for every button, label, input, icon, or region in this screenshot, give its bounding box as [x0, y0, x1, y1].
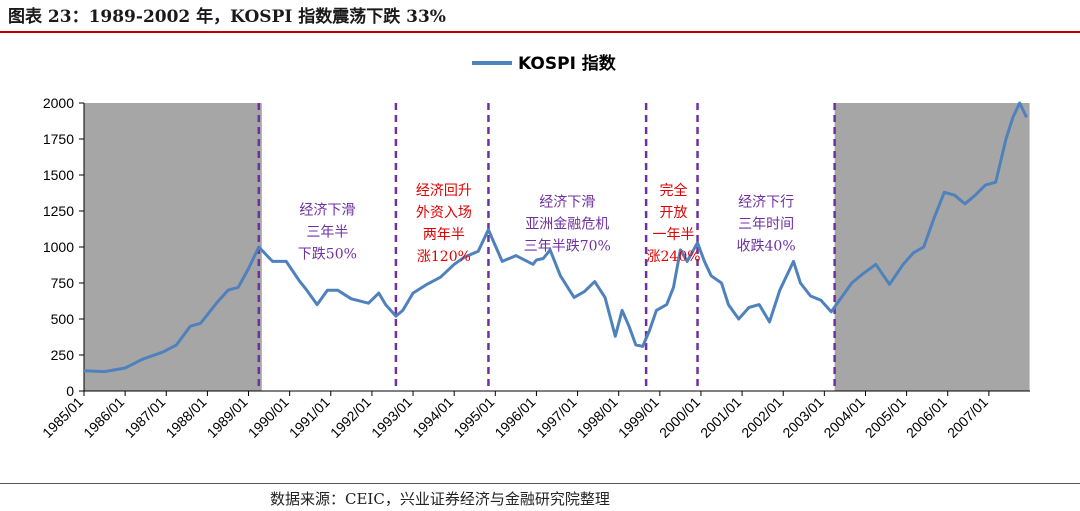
y-tick-label: 2000: [43, 95, 74, 111]
legend-label: KOSPI 指数: [518, 53, 617, 74]
annotation-5-line: 三年时间: [738, 217, 794, 233]
annotation-2-line: 经济回升: [416, 183, 472, 199]
y-tick-label: 1250: [43, 203, 74, 219]
x-tick-label: 2005/01: [862, 394, 909, 441]
annotation-4-line: 开放: [660, 205, 688, 221]
x-tick-label: 1999/01: [615, 394, 662, 441]
kospi-chart: 0250500750100012501500175020001985/01198…: [39, 53, 1030, 441]
x-tick-label: 1996/01: [491, 394, 538, 441]
x-tick-label: 2007/01: [944, 394, 991, 441]
x-tick-label: 1997/01: [533, 394, 580, 441]
y-tick-label: 1750: [43, 131, 74, 147]
kospi-series-line: [83, 101, 1028, 374]
y-tick-label: 750: [51, 275, 75, 291]
annotation-3-line: 亚洲金融危机: [525, 217, 609, 233]
x-tick-label: 2002/01: [738, 394, 785, 441]
annotation-5-line: 收跌40%: [737, 239, 796, 255]
x-tick-label: 1995/01: [450, 394, 497, 441]
annotation-1-line: 下跌50%: [298, 247, 357, 263]
y-tick-label: 1500: [43, 167, 74, 183]
x-tick-label: 1985/01: [39, 394, 86, 441]
x-tick-label: 1998/01: [574, 394, 621, 441]
annotation-2-line: 两年半: [423, 227, 465, 243]
y-tick-label: 1000: [43, 239, 74, 255]
x-tick-label: 2004/01: [820, 394, 867, 441]
annotation-1-line: 经济下滑: [299, 202, 355, 219]
y-tick-label: 500: [51, 311, 75, 327]
annotation-3-line: 经济下滑: [539, 194, 595, 211]
x-tick-label: 1987/01: [121, 394, 168, 441]
annotation-1-line: 三年半: [306, 225, 348, 241]
x-tick-label: 1990/01: [245, 394, 292, 441]
x-tick-label: 1989/01: [204, 394, 251, 441]
annotation-3-line: 三年半跌70%: [524, 239, 611, 255]
x-tick-label: 1993/01: [368, 394, 415, 441]
bottom-rule: [0, 483, 1080, 484]
shaded-period-2: [834, 103, 1030, 391]
x-tick-label: 2000/01: [656, 394, 703, 441]
y-tick-label: 250: [51, 347, 75, 363]
figure-title: 图表 23：1989-2002 年，KOSPI 指数震荡下跌 33%: [8, 7, 446, 27]
y-tick-label: 0: [66, 383, 74, 399]
x-tick-label: 2001/01: [697, 394, 744, 441]
x-tick-label: 1986/01: [80, 394, 127, 441]
x-tick-label: 2006/01: [903, 394, 950, 441]
legend: KOSPI 指数: [472, 53, 617, 74]
annotation-4-line: 一年半: [653, 227, 695, 243]
annotation-4-line: 完全: [660, 182, 688, 199]
x-tick-label: 1994/01: [409, 394, 456, 441]
annotation-2-line: 外资入场: [416, 205, 472, 221]
x-tick-label: 1991/01: [286, 394, 333, 441]
annotation-2-line: 涨120%: [417, 249, 471, 265]
x-tick-label: 1988/01: [162, 394, 209, 441]
x-tick-label: 1992/01: [327, 394, 374, 441]
shaded-period-1: [84, 103, 262, 391]
x-tick-label: 2003/01: [779, 394, 826, 441]
annotation-4-line: 涨240%: [647, 249, 701, 265]
title-rule: [0, 31, 1080, 33]
annotation-5-line: 经济下行: [738, 195, 794, 211]
figure-source: 数据来源：CEIC，兴业证券经济与金融研究院整理: [270, 490, 610, 508]
